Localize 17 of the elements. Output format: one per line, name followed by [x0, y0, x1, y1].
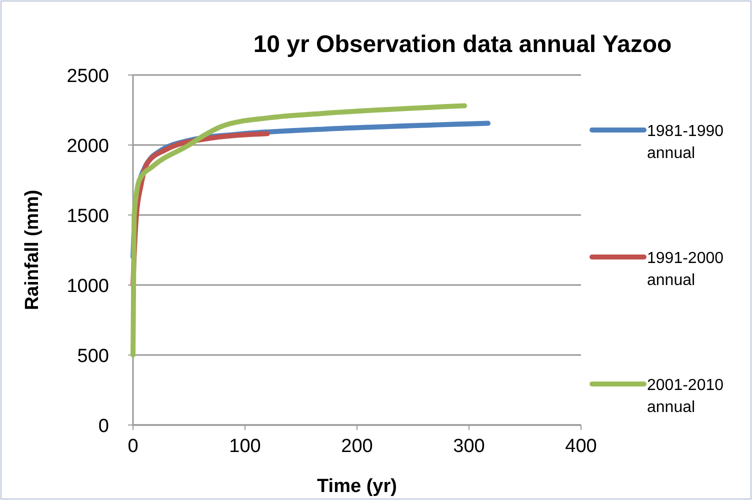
x-tick-label: 300 — [453, 436, 485, 457]
x-tick-label: 400 — [565, 436, 597, 457]
y-tick-label: 2500 — [66, 66, 109, 87]
legend-label: 2001-2010 annual — [647, 377, 724, 416]
chart-title: 10 yr Observation data annual Yazoo — [253, 31, 672, 58]
x-axis-title: Time (yr) — [317, 476, 397, 497]
y-tick-label: 0 — [98, 416, 109, 437]
legend-label: 1991-2000 annual — [647, 250, 724, 289]
y-tick-label: 1500 — [66, 206, 109, 227]
y-tick-label: 500 — [77, 346, 109, 367]
y-axis-title: Rainfall (mm) — [22, 190, 43, 310]
x-tick-label: 100 — [229, 436, 261, 457]
y-tick-label: 1000 — [66, 276, 109, 297]
x-tick-label: 200 — [341, 436, 373, 457]
legend-label: 1981-1990 annual — [647, 123, 724, 162]
y-tick-label: 2000 — [66, 136, 109, 157]
x-tick-label: 0 — [128, 436, 138, 457]
